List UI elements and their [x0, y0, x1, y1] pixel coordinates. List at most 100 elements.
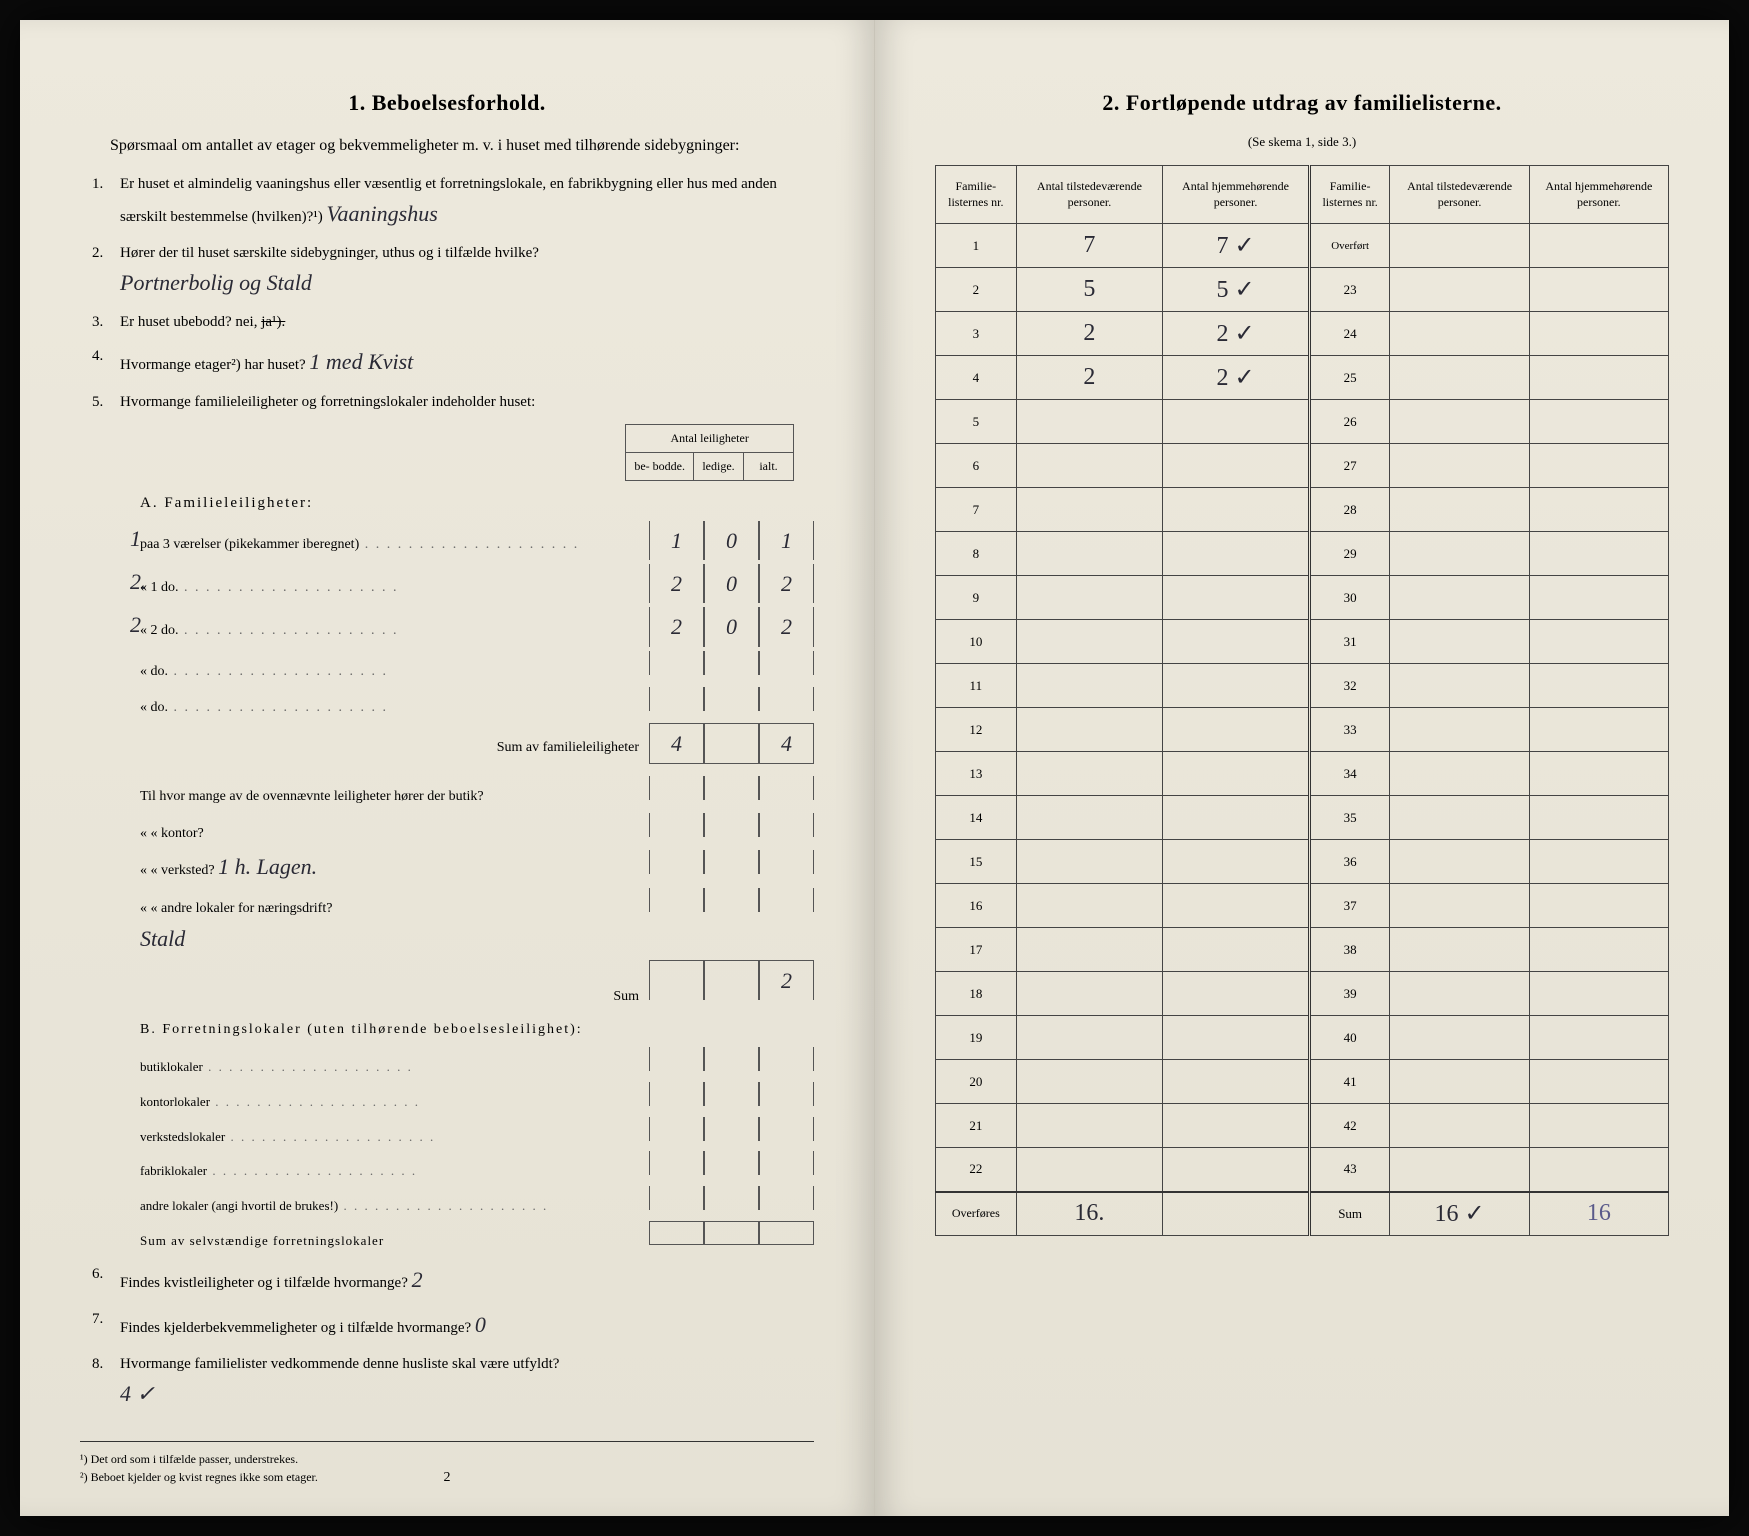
andre: « « andre lokaler for næringsdrift?	[140, 901, 332, 916]
q8-text: Hvormange familielister vedkommende denn…	[120, 1356, 559, 1372]
q6-ans: 2	[412, 1267, 423, 1292]
secA-label: paa 3 værelser (pikekammer iberegnet)	[140, 534, 649, 556]
fam-d	[1529, 268, 1668, 312]
fam-d	[1529, 1148, 1668, 1192]
fam-c	[1390, 576, 1529, 620]
q1: 1. Er huset et almindelig vaaningshus el…	[120, 172, 814, 231]
sumA-1	[704, 723, 759, 764]
col-ialt: ialt.	[744, 452, 794, 480]
secA-label: « do.	[140, 697, 649, 719]
fam-l: 14	[936, 796, 1017, 840]
fam-a	[1016, 928, 1163, 972]
fam-a	[1016, 488, 1163, 532]
fam-r: Overført	[1309, 224, 1390, 268]
sum-a: 16 ✓	[1390, 1192, 1529, 1236]
fam-b	[1163, 752, 1310, 796]
fam-l: 10	[936, 620, 1017, 664]
fam-d	[1529, 1016, 1668, 1060]
fam-d	[1529, 1060, 1668, 1104]
fam-r: 38	[1309, 928, 1390, 972]
fam-r: 24	[1309, 312, 1390, 356]
secA-c1: 0	[704, 564, 759, 603]
sum-b: 16	[1529, 1192, 1668, 1236]
th-0: Familie- listernes nr.	[936, 166, 1017, 224]
fam-b	[1163, 708, 1310, 752]
fam-b	[1163, 1104, 1310, 1148]
secA-c2: 2	[759, 564, 814, 603]
q1-num: 1.	[92, 172, 103, 196]
fn1: ¹) Det ord som i tilfælde passer, unders…	[80, 1450, 814, 1468]
fam-a	[1016, 752, 1163, 796]
verksted: « « verksted?	[140, 863, 215, 878]
q2-answer: Portnerbolig og Stald	[120, 270, 312, 295]
fam-c	[1390, 752, 1529, 796]
fam-b	[1163, 884, 1310, 928]
q3-num: 3.	[92, 310, 103, 334]
sumA-row: Sum av familieleiligheter 4 4	[140, 723, 814, 764]
secA-margin: 2.	[130, 564, 147, 599]
family-row: 6 27	[936, 444, 1669, 488]
th-4: Antal tilstedeværende personer.	[1390, 166, 1529, 224]
fam-d	[1529, 488, 1668, 532]
sumB-row: Sum av selvstændige forretningslokaler	[140, 1221, 814, 1252]
secB-c2	[759, 1151, 814, 1175]
fam-c	[1390, 972, 1529, 1016]
q4-num: 4.	[92, 344, 103, 368]
family-row: 18 39	[936, 972, 1669, 1016]
fam-d	[1529, 972, 1668, 1016]
fam-l: 21	[936, 1104, 1017, 1148]
fam-l: 1	[936, 224, 1017, 268]
secA-c0	[649, 651, 704, 675]
fam-c	[1390, 268, 1529, 312]
family-row: 4 2 2 ✓ 25	[936, 356, 1669, 400]
fam-d	[1529, 884, 1668, 928]
fam-b	[1163, 400, 1310, 444]
secB-c0	[649, 1151, 704, 1175]
fam-r: 25	[1309, 356, 1390, 400]
sumA-0: 4	[649, 723, 704, 764]
fam-a: 7	[1016, 224, 1163, 268]
q6-text: Findes kvistleiligheter og i tilfælde hv…	[120, 1275, 408, 1291]
secA-c0: 2	[649, 564, 704, 603]
fam-a: 2	[1016, 312, 1163, 356]
fam-d	[1529, 796, 1668, 840]
family-row: 14 35	[936, 796, 1669, 840]
family-row: 15 36	[936, 840, 1669, 884]
fam-b	[1163, 1016, 1310, 1060]
secA-c1: 0	[704, 607, 759, 646]
secB-row: butiklokaler	[140, 1047, 814, 1078]
th-1: Antal tilstedeværende personer.	[1016, 166, 1163, 224]
fam-d	[1529, 532, 1668, 576]
fam-c	[1390, 1016, 1529, 1060]
fam-d	[1529, 400, 1668, 444]
fam-l: 15	[936, 840, 1017, 884]
secB-row: verkstedslokaler	[140, 1117, 814, 1148]
secA-row: « do.	[140, 687, 814, 719]
th-5: Antal hjemmehørende personer.	[1529, 166, 1668, 224]
secB-c0	[649, 1186, 704, 1210]
fam-r: 31	[1309, 620, 1390, 664]
secB-c0	[649, 1082, 704, 1106]
fam-r: 43	[1309, 1148, 1390, 1192]
fam-a	[1016, 1148, 1163, 1192]
secA-c0	[649, 687, 704, 711]
secA-margin: 1	[130, 521, 141, 556]
q8: 8. Hvormange familielister vedkommende d…	[120, 1352, 814, 1411]
fam-c	[1390, 224, 1529, 268]
family-row: 16 37	[936, 884, 1669, 928]
family-row: 19 40	[936, 1016, 1669, 1060]
secB-c1	[704, 1047, 759, 1071]
fam-a	[1016, 1060, 1163, 1104]
secB-label: fabriklokaler	[140, 1161, 649, 1182]
fam-c	[1390, 312, 1529, 356]
q3-text: Er huset ubebodd? nei,	[120, 314, 257, 330]
fam-l: 20	[936, 1060, 1017, 1104]
secA-c1	[704, 651, 759, 675]
family-row: 1 7 7 ✓ Overført	[936, 224, 1669, 268]
fam-b	[1163, 664, 1310, 708]
fam-c	[1390, 620, 1529, 664]
fam-r: 23	[1309, 268, 1390, 312]
secB-c2	[759, 1117, 814, 1141]
fam-a	[1016, 576, 1163, 620]
fam-a	[1016, 444, 1163, 488]
